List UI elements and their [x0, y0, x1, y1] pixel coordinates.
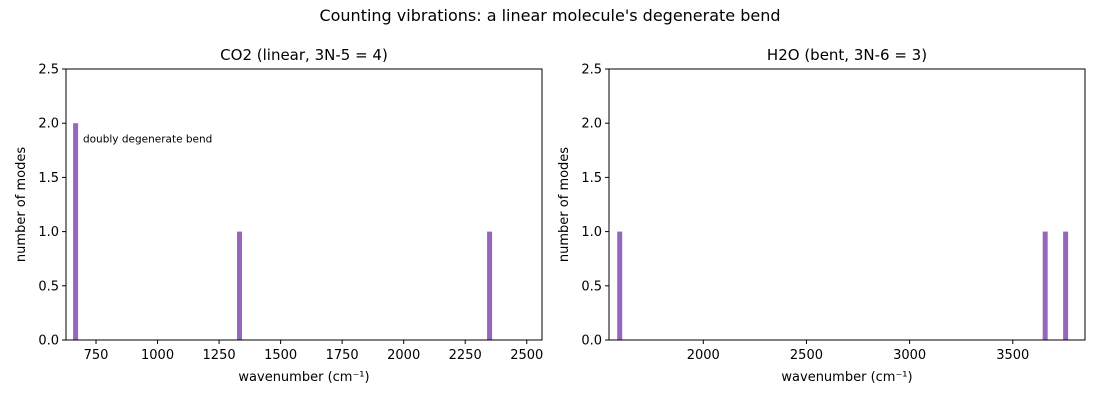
- bar-1: [237, 231, 243, 340]
- x-tick-label: 3500: [996, 348, 1029, 363]
- x-tick-label: 1500: [264, 348, 297, 363]
- bar-0: [73, 123, 79, 340]
- bar-2: [1063, 231, 1069, 340]
- figure-title: Counting vibrations: a linear molecule's…: [319, 6, 780, 25]
- x-tick-label: 1250: [203, 348, 236, 363]
- chart-title: H2O (bent, 3N-6 = 3): [767, 46, 927, 64]
- x-tick-label: 2250: [449, 348, 482, 363]
- y-tick-label: 0.5: [581, 279, 602, 294]
- x-tick-label: 750: [84, 348, 109, 363]
- y-tick-label: 2.5: [38, 63, 59, 78]
- chart-panel-h2o: 2000 2500 3000 3500 0.0 0.5 1.0 1.5 2.0 2.5 H2O (b…: [557, 46, 1086, 385]
- y-tick-label: 2.0: [38, 117, 59, 132]
- chart-panel-co2: 750 1000 1250 1500 1750 2000 2250 2500 0.0 0.5 1.0…: [14, 46, 543, 385]
- y-tick-label: 1.5: [38, 171, 59, 186]
- x-tick-label: 1750: [326, 348, 359, 363]
- y-tick-label: 2.0: [581, 117, 602, 132]
- y-tick-label: 0.0: [38, 334, 59, 349]
- annotation-text: doubly degenerate bend: [83, 133, 212, 145]
- y-tick-label: 1.0: [38, 225, 59, 240]
- x-tick-label: 1000: [141, 348, 174, 363]
- x-tick-label: 2500: [510, 348, 543, 363]
- x-tick-label: 2000: [387, 348, 420, 363]
- y-axis-label: number of modes: [14, 147, 29, 262]
- x-axis-label: wavenumber (cm⁻¹): [238, 370, 369, 385]
- y-tick-label: 0.0: [581, 334, 602, 349]
- x-axis-label: wavenumber (cm⁻¹): [781, 370, 912, 385]
- bar-0: [617, 231, 623, 340]
- y-tick-label: 0.5: [38, 279, 59, 294]
- chart-title: CO2 (linear, 3N-5 = 4): [220, 46, 388, 64]
- y-tick-label: 1.0: [581, 225, 602, 240]
- y-tick-label: 2.5: [581, 63, 602, 78]
- plot-frame: [65, 68, 543, 341]
- bar-1: [1042, 231, 1048, 340]
- bar-2: [487, 231, 493, 340]
- x-tick-label: 2500: [790, 348, 823, 363]
- plot-frame: [608, 68, 1086, 341]
- y-tick-label: 1.5: [581, 171, 602, 186]
- x-tick-label: 2000: [687, 348, 720, 363]
- x-tick-label: 3000: [893, 348, 926, 363]
- y-axis-label: number of modes: [557, 147, 572, 262]
